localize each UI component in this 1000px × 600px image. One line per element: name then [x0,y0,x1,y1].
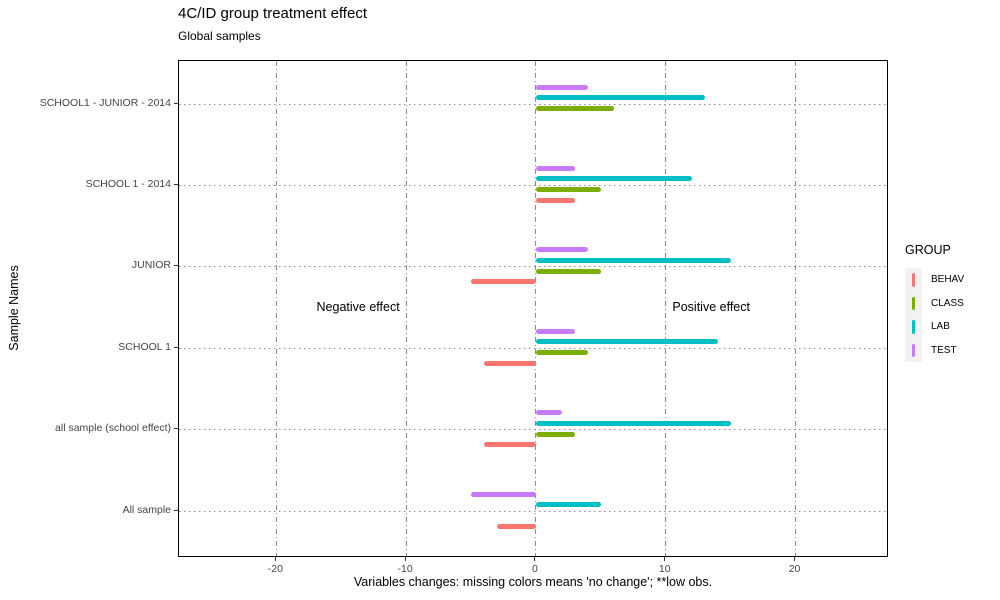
x-axis-title: Variables changes: missing colors means … [353,575,713,589]
legend-key-class [905,291,922,315]
y-axis-title: Sample Names [7,265,21,351]
vertical-gridline [665,61,667,556]
legend-key-behav [905,268,922,292]
annotation: Positive effect [672,299,750,314]
plot-panel: Negative effect Positive effect [178,60,888,557]
x-tick-mark [664,557,666,561]
legend-items: BEHAV CLASS LAB TEST [905,268,964,362]
y-tick-label: SCHOOL 1 [118,340,171,353]
bar-test [471,491,536,497]
legend-item-behav: BEHAV [905,268,964,292]
chart-subtitle: Global samples [178,29,261,43]
x-tick-label: 10 [658,563,671,575]
y-tick-label: SCHOOL1 - JUNIOR - 2014 [39,96,171,109]
bar-lab [535,257,731,263]
vertical-gridline [275,61,277,556]
bar-behav [471,279,536,285]
y-tick-label: all sample (school effect) [55,422,171,435]
x-tick-label: 0 [532,563,538,575]
bar-class [535,268,601,274]
vertical-gridline [405,61,407,556]
legend-item-class: CLASS [905,291,964,315]
bar-lab [535,339,718,345]
legend-key-line [912,296,915,310]
y-tick-label: JUNIOR [131,259,171,272]
x-tick-label: 20 [788,563,801,575]
bar-behav [497,523,536,529]
bar-test [535,410,562,416]
vertical-gridline [795,61,797,556]
horizontal-gridline [179,429,887,431]
legend-label: CLASS [931,297,964,309]
horizontal-gridline [179,184,887,186]
bar-test [535,84,588,90]
bar-class [535,350,588,356]
horizontal-gridline [179,103,887,105]
x-tick-mark [274,557,276,561]
bar-class [535,431,575,437]
annotation: Negative effect [316,299,400,314]
y-tick-label: All sample [122,503,171,516]
y-tick-label: SCHOOL 1 - 2014 [85,177,171,190]
horizontal-gridline [179,266,887,268]
bar-behav [484,360,536,366]
chart-title: 4C/ID group treatment effect [178,5,367,22]
x-tick-label: -10 [397,563,413,575]
bar-behav [535,197,575,203]
legend-title: GROUP [905,243,951,257]
bar-test [535,165,575,171]
bar-behav [484,442,536,448]
bar-test [535,247,588,253]
legend-key-test [905,338,922,362]
bar-lab [535,502,601,507]
x-tick-label: -20 [267,563,283,575]
legend-key-lab [905,315,922,339]
legend-item-lab: LAB [905,315,964,339]
bar-class [535,187,601,193]
legend: GROUP BEHAV CLASS LAB TEST [905,243,964,362]
vertical-gridline [535,61,537,556]
bar-class [535,106,614,111]
legend-item-test: TEST [905,338,964,362]
legend-key-line [912,320,915,334]
legend-label: BEHAV [931,274,965,286]
x-tick-mark [534,557,536,561]
legend-label: LAB [931,321,950,333]
legend-label: TEST [931,344,957,356]
bar-test [535,328,575,334]
x-tick-mark [404,557,406,561]
horizontal-gridline [179,347,887,349]
horizontal-gridline [179,510,887,512]
x-tick-mark [794,557,796,561]
bar-lab [535,420,731,426]
bar-lab [535,95,705,100]
legend-key-line [912,343,915,357]
bar-lab [535,176,692,182]
legend-key-line [912,273,915,287]
